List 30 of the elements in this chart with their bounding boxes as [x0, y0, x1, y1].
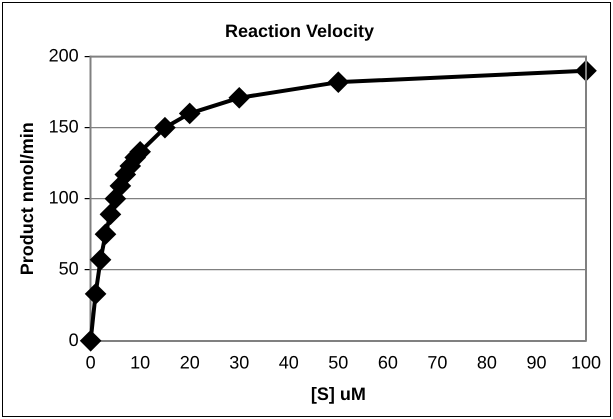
x-tick-label: 10 [130, 352, 150, 373]
y-tick-label: 150 [48, 116, 79, 137]
point [80, 330, 101, 351]
y-tick-label: 100 [48, 188, 79, 208]
point [86, 284, 106, 304]
point [328, 72, 348, 92]
x-tick-label: 50 [328, 352, 348, 373]
point [180, 103, 200, 124]
x-tick-label: 40 [278, 352, 299, 373]
point [100, 204, 120, 224]
point [154, 118, 175, 138]
point [105, 188, 126, 209]
x-tick-label: 0 [86, 352, 96, 373]
y-tick-label: 50 [58, 258, 79, 279]
y-tick-label: 200 [48, 46, 79, 66]
point [95, 224, 116, 244]
x-tick-label: 20 [180, 352, 200, 373]
y-axis-title: Product nmol/min [16, 122, 37, 276]
point [90, 250, 111, 270]
x-tick-label: 80 [476, 352, 497, 373]
chart-title: Reaction Velocity [224, 20, 374, 41]
point [229, 88, 250, 108]
point [576, 60, 596, 81]
x-tick-label: 60 [378, 352, 398, 373]
y-tick-label: 0 [68, 330, 79, 350]
x-tick-label: 90 [526, 352, 546, 373]
x-tick-label: 70 [427, 352, 448, 373]
x-tick-label: 30 [229, 352, 250, 373]
x-tick-label: 100 [570, 352, 602, 373]
x-axis-title: [S] uM [310, 384, 366, 404]
